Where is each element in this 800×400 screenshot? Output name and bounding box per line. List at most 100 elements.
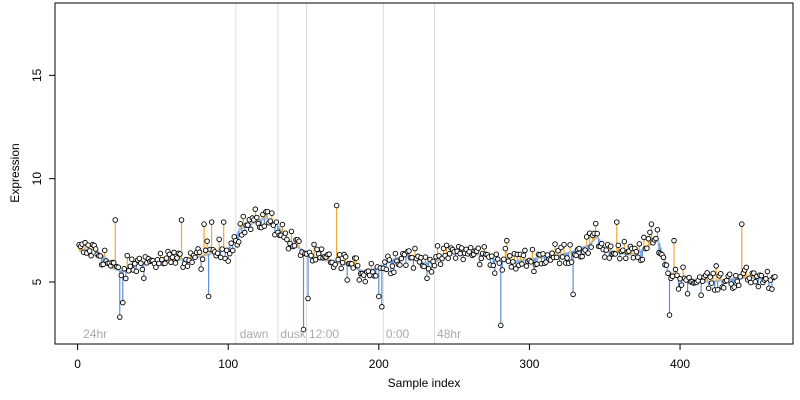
data-point (714, 286, 721, 293)
data-point (654, 226, 661, 233)
data-point (576, 245, 582, 252)
data-point (704, 270, 710, 276)
data-point (674, 272, 680, 279)
data-point (305, 295, 311, 302)
data-point (300, 326, 307, 333)
x-axis-label: Sample index (388, 376, 461, 390)
data-point (763, 276, 769, 282)
data-point (141, 275, 147, 281)
data-point (118, 272, 125, 279)
time-annotation: dusk (280, 327, 306, 341)
data-point (598, 240, 605, 247)
data-point (279, 221, 286, 228)
data-point (680, 264, 686, 270)
data-point (199, 256, 206, 263)
data-point (751, 270, 757, 276)
data-point (162, 260, 168, 267)
data-point (139, 266, 146, 273)
data-point (675, 286, 682, 292)
data-point (717, 270, 724, 277)
data-point (214, 250, 221, 256)
data-point (698, 292, 704, 298)
data-point (121, 265, 128, 272)
data-point (336, 252, 343, 258)
data-point (172, 260, 179, 266)
data-point (529, 246, 536, 253)
data-point (647, 229, 653, 236)
data-point (312, 257, 319, 263)
data-point (223, 247, 230, 254)
y-tick-label: 15 (30, 68, 44, 82)
data-point (344, 277, 350, 283)
data-point (196, 249, 203, 255)
data-point (564, 255, 570, 261)
data-point (737, 274, 744, 280)
data-point (540, 251, 546, 257)
data-point (431, 262, 438, 269)
data-point (235, 239, 242, 245)
data-point (663, 262, 670, 268)
x-tick-label: 200 (369, 357, 389, 371)
data-point (282, 230, 289, 236)
time-annotation: 48hr (437, 327, 461, 341)
data-point (553, 254, 560, 261)
data-point (665, 270, 671, 277)
data-point (217, 254, 224, 261)
data-point (731, 284, 738, 290)
data-point (510, 259, 516, 265)
data-point (202, 247, 209, 254)
data-point (418, 254, 424, 261)
data-point (528, 259, 534, 265)
data-point (171, 249, 177, 256)
data-point (669, 273, 676, 280)
data-point (614, 219, 620, 225)
data-point (350, 265, 356, 271)
data-point (285, 245, 292, 252)
data-point (382, 259, 388, 265)
data-point (573, 252, 579, 259)
data-point (508, 264, 515, 270)
x-tick-label: 400 (670, 357, 690, 371)
data-point (112, 217, 118, 223)
data-point (671, 237, 677, 244)
data-point (672, 266, 679, 273)
data-point (85, 242, 91, 248)
data-point (311, 241, 317, 248)
data-point (630, 255, 637, 261)
data-point (398, 255, 405, 262)
data-point (273, 219, 280, 225)
data-point (240, 213, 247, 220)
data-point (660, 254, 667, 261)
data-point (723, 277, 730, 284)
data-point (641, 234, 647, 241)
data-point (504, 237, 510, 244)
data-point (601, 254, 608, 260)
data-point (519, 261, 525, 267)
data-point (424, 275, 430, 282)
data-point (755, 283, 762, 290)
data-point (592, 220, 599, 227)
data-point (446, 251, 453, 257)
data-point (373, 273, 379, 279)
data-point (117, 314, 123, 320)
data-point (138, 260, 144, 266)
data-point (124, 252, 131, 259)
data-point (354, 262, 361, 269)
data-point (588, 244, 594, 250)
data-point (389, 263, 396, 269)
data-point (585, 250, 591, 256)
data-point (254, 214, 260, 221)
data-point (229, 247, 236, 254)
x-tick-label: 0 (74, 357, 81, 371)
data-point (126, 268, 132, 274)
y-tick-label: 10 (30, 172, 44, 186)
data-point (633, 248, 640, 255)
data-point (460, 256, 466, 263)
data-point (621, 238, 628, 245)
time-annotation: 24hr (83, 327, 107, 341)
data-point (567, 242, 573, 248)
data-point (123, 275, 129, 282)
data-point (225, 258, 231, 264)
data-point (710, 270, 716, 277)
